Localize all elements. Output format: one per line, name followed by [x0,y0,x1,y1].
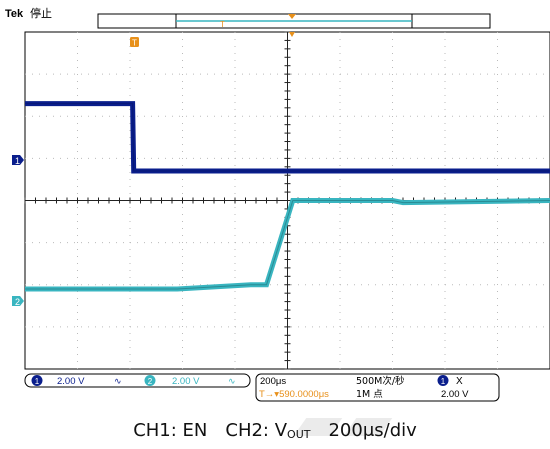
ch2-volts-div: 2.00 V [172,376,200,387]
trigger-slope-icon: X [456,376,463,387]
channel-readout-bar[interactable] [24,373,251,388]
record-trigger-marker: T [220,20,225,29]
record-length-value: 1M 点 [356,389,383,400]
ch1-badge-icon [31,375,43,386]
trigger-time-marker-icon [289,32,295,37]
trigger-source-number: 1 [441,377,446,386]
ch1-ground-marker-icon[interactable] [12,155,24,165]
ch2-coupling-icon: ∿ [228,376,236,386]
caption-ch2-subscript: OUT [287,428,311,441]
caption-timebase: 200μs/div [328,420,417,441]
run-state-label: 停止 [30,6,52,20]
figure-caption: CH1: EN CH2: VOUT 200μs/div [0,420,550,441]
trigger-source-badge-icon [437,375,449,386]
brand-label: Tek [5,8,24,20]
ch1-waveform-noise [25,103,550,172]
trigger-point-icon [130,37,139,47]
sample-rate-value: 500M次/秒 [356,375,405,387]
ch1-coupling-icon: ∿ [114,376,122,386]
ch1-ground-marker-label: 1 [15,156,20,166]
caption-ch2-prefix: CH2: V [225,420,288,441]
timebase-value: 200μs [260,376,286,387]
waveform-traces [25,101,550,292]
trigger-level-value: 2.00 V [441,389,469,400]
ch2-ground-marker-label: 2 [15,297,20,307]
ch2-badge-icon [144,375,156,386]
ch1-volts-div: 2.00 V [57,376,85,387]
trigger-point-tag: T [132,39,137,48]
ch2-ground-marker-icon[interactable] [12,296,24,306]
ch2-badge-number: 2 [148,377,153,386]
trigger-position-value: T→▾590.0000μs [259,389,329,400]
caption-ch2: CH2: VOUT [225,420,310,441]
caption-ch1: CH1: EN [133,420,208,441]
ch2-waveform-noise [25,200,550,290]
ch1-badge-number: 1 [35,377,40,386]
trigger-position-arrow-icon[interactable] [288,14,296,19]
